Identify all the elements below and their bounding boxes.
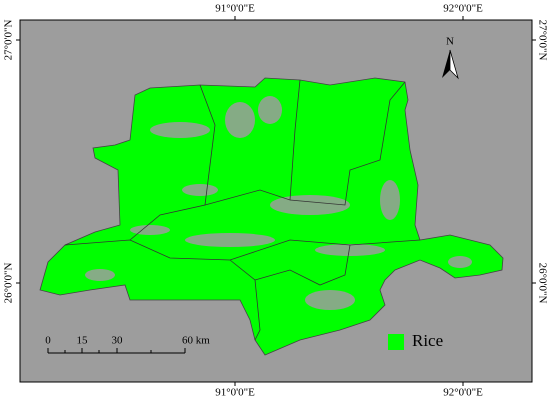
north-arrow [449,49,459,80]
lat-label: 26°0'0"N [536,263,548,304]
legend-label: Rice [412,331,443,350]
lat-label: 27°0'0"N [3,20,15,61]
lon-label: 92°0'0"E [443,3,483,15]
scale-label: 15 [77,335,89,347]
north-label: N [446,36,454,48]
scale-label: 60 km [182,335,210,347]
lon-label: 91°0'0"E [215,3,255,15]
lat-label: 27°0'0"N [536,20,548,61]
district-boundaries [64,79,421,341]
scale-bar [47,348,186,354]
rice-region [39,77,504,356]
graticule-ticks [16,16,536,386]
lon-label: 92°0'0"E [443,387,483,399]
lat-label: 26°0'0"N [3,263,15,304]
scale-label: 0 [45,335,51,347]
lon-label: 91°0'0"E [215,387,255,399]
north-arrow [442,50,450,78]
scale-label: 30 [112,335,124,347]
legend-swatch [388,334,404,350]
